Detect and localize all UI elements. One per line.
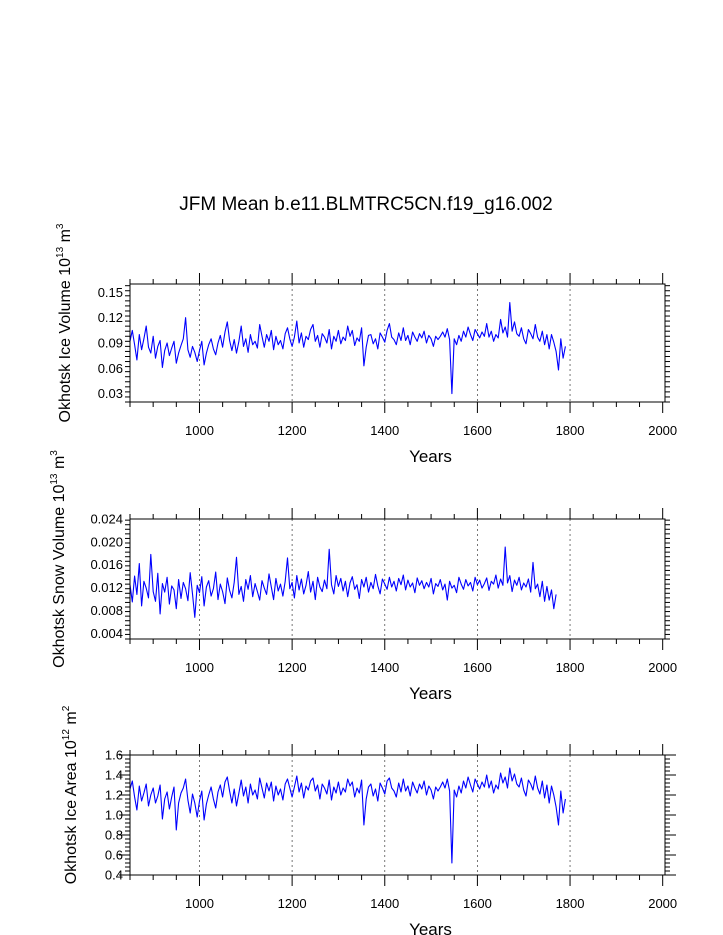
ice-volume-y-tick-label: 0.12 <box>98 310 123 325</box>
snow-volume-x-tick-label: 1400 <box>370 660 399 675</box>
ice-volume-x-tick-label: 1800 <box>556 423 585 438</box>
ice-volume-x-tick-label: 1000 <box>185 423 214 438</box>
ice-volume-y-tick-label: 0.09 <box>98 336 123 351</box>
snow-volume-x-tick-label: 1600 <box>463 660 492 675</box>
snow-volume-y-label-text: Okhotsk Snow Volume 10 <box>51 485 68 668</box>
snow-volume-x-tick-label: 1800 <box>556 660 585 675</box>
snow-volume-series-line <box>129 546 557 618</box>
ice-volume-y-label-text: Okhotsk Ice Volume 10 <box>57 258 74 423</box>
ice-volume-y-label-superscript: 3 <box>55 223 66 229</box>
ice-volume-x-tick-label: 1400 <box>370 423 399 438</box>
snow-volume-y-tick-label: 0.012 <box>90 580 123 595</box>
ice-area-x-tick-label: 1200 <box>278 896 307 911</box>
snow-volume-y-tick-label: 0.008 <box>90 603 123 618</box>
ice-area-y-tick-label: 0.4 <box>105 868 123 883</box>
ice-volume-panel: 1000 1200 1400 1600 1800 2000 Years 0.03 0.06 0.0… <box>55 223 677 466</box>
snow-volume-panel: 1000 1200 1400 1600 1800 2000 Years 0.004 0.008 0… <box>49 450 677 703</box>
ice-area-plot-frame <box>129 754 666 876</box>
snow-volume-x-axis-label: Years <box>409 684 452 703</box>
snow-volume-y-tick-label: 0.016 <box>90 557 123 572</box>
ice-area-y-axis-label: Okhotsk Ice Area 1012 m2 <box>61 705 80 884</box>
ice-area-x-tick-label: 1000 <box>185 896 214 911</box>
ice-volume-x-tick-label: 1600 <box>463 423 492 438</box>
snow-volume-y-label-text: m <box>51 456 68 474</box>
ice-area-x-tick-label: 1400 <box>370 896 399 911</box>
ice-area-x-tick-label: 1800 <box>556 896 585 911</box>
ice-volume-y-label-text: m <box>57 229 74 247</box>
snow-volume-x-tick-label: 1000 <box>185 660 214 675</box>
ice-volume-x-axis-label: Years <box>409 447 452 466</box>
ice-area-y-tick-label: 1.4 <box>105 768 123 783</box>
ice-area-series-line <box>129 767 566 864</box>
snow-volume-plot-frame <box>129 518 666 640</box>
ice-volume-series-line <box>129 301 566 395</box>
ice-area-y-tick-label: 1.6 <box>105 748 123 763</box>
snow-volume-y-label-superscript: 3 <box>49 450 60 456</box>
ice-area-x-tick-label: 2000 <box>648 896 677 911</box>
chart-title: JFM Mean b.e11.BLMTRC5CN.f19_g16.002 <box>179 194 553 215</box>
ice-area-x-axis-label: Years <box>409 920 452 935</box>
ice-area-y-tick-label: 0.8 <box>105 828 123 843</box>
snow-volume-x-tick-label: 1200 <box>278 660 307 675</box>
ice-area-y-label-superscript: 2 <box>61 705 72 711</box>
snow-volume-y-tick-label: 0.004 <box>90 626 123 641</box>
ice-volume-plot-frame <box>129 283 666 403</box>
snow-volume-y-label-superscript: 13 <box>49 473 60 485</box>
snow-volume-x-tick-label: 2000 <box>648 660 677 675</box>
ice-volume-x-tick-label: 2000 <box>648 423 677 438</box>
ice-volume-y-tick-label: 0.06 <box>98 361 123 376</box>
ice-volume-y-tick-label: 0.15 <box>98 285 123 300</box>
ice-area-y-label-text: m <box>63 711 80 729</box>
ice-area-y-tick-label: 1.2 <box>105 788 123 803</box>
ice-volume-x-tick-label: 1200 <box>278 423 307 438</box>
snow-volume-y-tick-label: 0.020 <box>90 534 123 549</box>
ice-volume-y-label-superscript: 13 <box>55 246 66 258</box>
ice-area-y-tick-label: 0.6 <box>105 848 123 863</box>
snow-volume-y-axis-label: Okhotsk Snow Volume 1013 m3 <box>49 450 68 668</box>
ice-area-panel: 1000 1200 1400 1600 1800 2000 Years 0.4 0.6 0.8 1.… <box>61 705 677 935</box>
ice-area-x-tick-label: 1600 <box>463 896 492 911</box>
ice-volume-y-tick-label: 0.03 <box>98 386 123 401</box>
snow-volume-y-tick-label: 0.024 <box>90 512 123 527</box>
ice-area-y-label-text: Okhotsk Ice Area 10 <box>63 740 80 884</box>
ice-area-y-label-superscript: 12 <box>61 729 72 741</box>
ice-area-y-tick-label: 1.0 <box>105 808 123 823</box>
ice-volume-y-axis-label: Okhotsk Ice Volume 1013 m3 <box>55 223 74 422</box>
